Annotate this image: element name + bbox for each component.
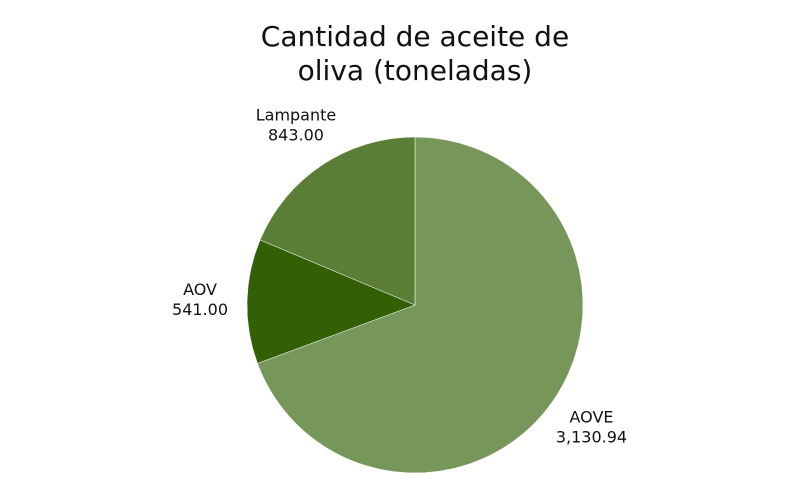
chart-title: Cantidad de aceite de oliva (toneladas) [260, 20, 570, 87]
pie-slice [259, 136, 416, 306]
slice-label: AOV [183, 280, 217, 299]
slice-value-label: 541.00 [172, 300, 228, 319]
slice-value-label: 3,130.94 [556, 427, 627, 446]
slice-label: Lampante [256, 105, 337, 124]
slice-value-label: 843.00 [268, 125, 324, 144]
slice-label: AOVE [569, 407, 613, 426]
pie-slice [246, 239, 416, 364]
pie-slice [257, 136, 584, 474]
